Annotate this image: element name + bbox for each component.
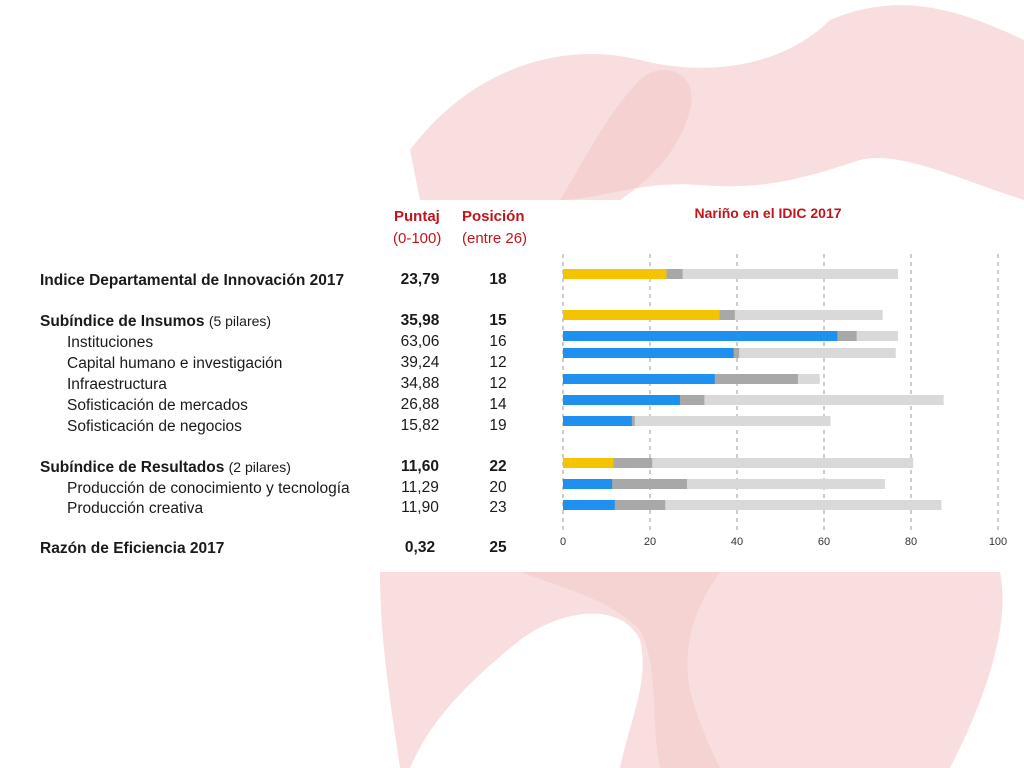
rank-column-range: (entre 26) <box>462 230 528 247</box>
x-tick-label-100: 100 <box>989 536 1007 548</box>
indicator-label-5: Sofisticación de mercados <box>67 395 248 416</box>
indicator-name: Subíndice de Insumos <box>40 313 205 330</box>
indicator-score-10: 0,32 <box>404 539 436 556</box>
indicator-name: Sofisticación de negocios <box>67 418 242 435</box>
bar-range-0 <box>563 269 898 279</box>
indicator-rank-5: 14 <box>489 396 507 413</box>
indicator-score-1: 35,98 <box>400 312 440 329</box>
x-tick-label-20: 20 <box>644 536 656 548</box>
indicator-name: Producción de conocimiento y tecnología <box>67 480 350 497</box>
background-swirl-upper <box>410 5 1024 201</box>
indicator-label-4: Infraestructura <box>67 374 167 395</box>
indicator-name: Infraestructura <box>67 376 167 393</box>
bar-value-2 <box>563 331 838 341</box>
indicator-rank-0: 18 <box>489 271 507 288</box>
indicator-name: Sofisticación de mercados <box>67 397 248 414</box>
indicator-label-1: Subíndice de Insumos (5 pilares) <box>40 311 271 332</box>
bar-value-7 <box>563 458 614 468</box>
chart-title: Nariño en el IDIC 2017 <box>694 205 842 221</box>
bar-range-9 <box>563 500 942 510</box>
indicator-score-5: 26,88 <box>400 396 440 413</box>
bar-range-5 <box>563 395 944 405</box>
bar-value-0 <box>563 269 667 279</box>
indicator-name: Producción creativa <box>67 500 204 517</box>
background-swirl-lower <box>380 572 1003 768</box>
indicator-rank-2: 16 <box>489 333 507 350</box>
bar-min-8 <box>563 479 687 489</box>
bar-range-7 <box>563 458 914 468</box>
bar-value-8 <box>563 479 613 489</box>
indicator-name: Razón de Eficiencia 2017 <box>40 540 225 557</box>
indicator-rank-10: 25 <box>489 539 507 556</box>
indicator-name: Subíndice de Resultados <box>40 459 225 476</box>
background-swirl-lower-fold <box>520 572 720 768</box>
x-tick-label-60: 60 <box>818 536 830 548</box>
bar-range-8 <box>563 479 885 489</box>
x-tick-label-0: 0 <box>560 536 566 548</box>
indicator-rank-6: 19 <box>489 417 507 434</box>
indicator-score-7: 11,60 <box>401 458 439 475</box>
bar-value-5 <box>563 395 680 405</box>
chart-grid <box>562 254 999 530</box>
indicator-label-3: Capital humano e investigación <box>67 353 282 374</box>
rank-column-title: Posición <box>462 208 525 225</box>
indicator-name: Instituciones <box>67 334 154 351</box>
indicator-score-9: 11,90 <box>401 499 439 516</box>
bar-value-9 <box>563 500 615 510</box>
bar-value-3 <box>563 348 734 358</box>
bar-range-6 <box>563 416 831 426</box>
bar-value-6 <box>563 416 632 426</box>
indicator-label-8: Producción de conocimiento y tecnología <box>67 478 350 499</box>
x-tick-label-40: 40 <box>731 536 743 548</box>
indicator-score-3: 39,24 <box>400 354 440 371</box>
indicator-label-6: Sofisticación de negocios <box>67 416 242 437</box>
chart-x-axis: 0 20 40 60 80 100 <box>560 536 1007 548</box>
indicator-note: (5 pilares) <box>208 313 272 329</box>
x-tick-label-80: 80 <box>905 536 917 548</box>
indicator-rank-4: 12 <box>489 375 507 392</box>
indicator-rank-1: 15 <box>489 312 507 329</box>
indicator-name: Capital humano e investigación <box>67 355 283 372</box>
indicator-label-9: Producción creativa <box>67 498 203 519</box>
indicator-label-7: Subíndice de Resultados (2 pilares) <box>40 457 291 478</box>
idic-bar-chart: 0 20 40 60 80 100 <box>560 254 1007 548</box>
indicator-score-0: 23,79 <box>400 271 440 288</box>
indicator-note: (2 pilares) <box>228 459 291 475</box>
indicator-rank-7: 22 <box>489 458 507 475</box>
bar-value-1 <box>563 310 720 320</box>
bar-value-4 <box>563 374 715 384</box>
indicator-rank-8: 20 <box>489 479 507 496</box>
indicator-label-10: Razón de Eficiencia 2017 <box>40 538 224 559</box>
indicator-rank-9: 23 <box>489 499 507 516</box>
indicator-label-0: Indice Departamental de Innovación 2017 <box>40 270 344 291</box>
indicator-score-4: 34,88 <box>400 375 440 392</box>
indicator-score-8: 11,29 <box>401 479 439 496</box>
score-column-range: (0-100) <box>393 230 442 247</box>
background-swirl-fold <box>560 70 692 200</box>
indicator-name: Indice Departamental de Innovación 2017 <box>40 272 345 289</box>
chart-bars <box>563 269 944 510</box>
indicator-rank-3: 12 <box>489 354 507 371</box>
indicator-label-2: Instituciones <box>67 332 153 353</box>
indicator-score-2: 63,06 <box>400 333 440 350</box>
score-column-title: Puntaj <box>394 208 440 225</box>
indicator-score-6: 15,82 <box>400 417 440 434</box>
